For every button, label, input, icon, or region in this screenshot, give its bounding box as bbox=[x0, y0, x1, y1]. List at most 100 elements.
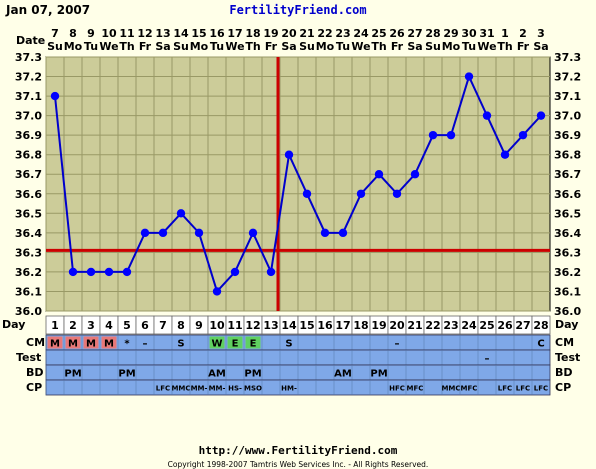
date-label: 29 bbox=[443, 27, 458, 40]
bd-value: AM bbox=[208, 369, 226, 380]
cycle-day-label: 26 bbox=[497, 319, 513, 332]
test-row-label: Test bbox=[16, 351, 41, 364]
cycle-day-label: 13 bbox=[263, 319, 278, 332]
weekday-label: Fr bbox=[265, 40, 278, 53]
date-label: 27 bbox=[407, 27, 422, 40]
cp-value: MFC bbox=[461, 385, 478, 393]
y-tick-label-right: 36.9 bbox=[554, 129, 581, 142]
temperature-point bbox=[518, 130, 528, 140]
cm-value: M bbox=[50, 339, 60, 350]
y-tick-label-right: 36.0 bbox=[554, 305, 581, 318]
weekday-label: We bbox=[351, 40, 370, 53]
date-label: 21 bbox=[299, 27, 314, 40]
weekday-label: Fr bbox=[391, 40, 404, 53]
temperature-point bbox=[284, 150, 294, 159]
cycle-day-label: 16 bbox=[317, 319, 333, 332]
y-tick-label: 36.0 bbox=[15, 305, 42, 318]
temperature-point bbox=[392, 189, 402, 198]
cm-value: M bbox=[86, 339, 96, 350]
cycle-day-label: 4 bbox=[105, 319, 113, 332]
cycle-day-label: 2 bbox=[69, 319, 77, 332]
weekday-label: Su bbox=[299, 40, 315, 53]
y-tick-label-right: 36.2 bbox=[554, 266, 581, 279]
cm-cell-highlight bbox=[209, 336, 225, 349]
temperature-point bbox=[302, 189, 312, 198]
y-tick-label-right: 36.6 bbox=[554, 188, 581, 201]
weekday-label: Tu bbox=[84, 40, 98, 53]
day-row-label: Day bbox=[2, 318, 25, 331]
cm-cell-highlight bbox=[47, 336, 63, 349]
y-tick-label: 37.0 bbox=[15, 110, 42, 123]
date-label: 31 bbox=[479, 27, 494, 40]
temperature-point bbox=[68, 267, 78, 277]
y-tick-label: 37.3 bbox=[15, 51, 42, 64]
temperature-point bbox=[320, 228, 330, 238]
cp-value: MSO bbox=[244, 385, 262, 393]
cm-value: E bbox=[250, 339, 257, 350]
weekday-label: Fr bbox=[517, 40, 530, 53]
cm-cell-highlight bbox=[101, 336, 117, 349]
date-label: 13 bbox=[155, 27, 170, 40]
y-tick-label: 36.6 bbox=[15, 188, 42, 201]
date-label: 17 bbox=[227, 27, 242, 40]
chart-marks bbox=[46, 57, 550, 311]
weekday-label: Mo bbox=[64, 40, 83, 53]
y-tick-label-right: 36.7 bbox=[554, 168, 581, 181]
y-tick-label: 36.9 bbox=[15, 129, 42, 142]
cp-value: MM- bbox=[191, 385, 208, 393]
cp-row-label: CP bbox=[26, 381, 42, 394]
y-tick-label-right: 36.8 bbox=[554, 149, 581, 162]
weekday-label: Mo bbox=[316, 40, 335, 53]
cycle-day-label: 12 bbox=[245, 319, 260, 332]
cycle-day-label: 3 bbox=[87, 319, 95, 332]
cp-value: HFC bbox=[389, 385, 405, 393]
cycle-day-label: 27 bbox=[515, 319, 530, 332]
cycle-day-label: 14 bbox=[281, 319, 297, 332]
temperature-point bbox=[374, 170, 384, 179]
date-label: 16 bbox=[209, 27, 225, 40]
weekday-label: Tu bbox=[462, 40, 476, 53]
date-label: 15 bbox=[191, 27, 206, 40]
temperature-point bbox=[176, 209, 186, 218]
cm-value: S bbox=[177, 339, 184, 350]
cp-value: LFC bbox=[516, 385, 530, 393]
weekday-label: Su bbox=[47, 40, 63, 53]
weekday-label: Th bbox=[497, 40, 512, 53]
cm-value: M bbox=[68, 339, 78, 350]
footer-url: http://www.FertilityFriend.com bbox=[199, 444, 398, 457]
weekday-label: Mo bbox=[442, 40, 461, 53]
cm-row-label-right: CM bbox=[555, 336, 574, 349]
date-label: 28 bbox=[425, 27, 440, 40]
weekday-label: Su bbox=[425, 40, 441, 53]
weekday-label: We bbox=[477, 40, 496, 53]
date-label: 25 bbox=[371, 27, 386, 40]
date-label: 23 bbox=[335, 27, 350, 40]
date-label: 30 bbox=[461, 27, 477, 40]
temperature-point bbox=[410, 170, 420, 179]
date-label: 18 bbox=[245, 27, 260, 40]
test-row-label-right: Test bbox=[555, 351, 580, 364]
bd-value: PM bbox=[370, 369, 387, 380]
cm-cell-highlight bbox=[83, 336, 99, 349]
date-label: 14 bbox=[173, 27, 189, 40]
temperature-point bbox=[338, 228, 348, 238]
cm-value: C bbox=[537, 339, 544, 350]
weekday-label: Sa bbox=[281, 40, 296, 53]
y-tick-label: 36.3 bbox=[15, 246, 42, 259]
cp-value: LFC bbox=[156, 385, 170, 393]
temperature-point bbox=[50, 91, 60, 101]
temperature-point bbox=[122, 267, 132, 277]
date-label: 11 bbox=[119, 27, 134, 40]
cycle-day-label: 5 bbox=[123, 319, 131, 332]
cm-value: S bbox=[285, 339, 292, 350]
weekday-label: Sa bbox=[533, 40, 548, 53]
bd-value: PM bbox=[118, 369, 135, 380]
cm-value: E bbox=[232, 339, 239, 350]
date-row-label: Date bbox=[16, 34, 45, 47]
temperature-point bbox=[356, 189, 366, 198]
cp-value: HM- bbox=[281, 385, 297, 393]
cycle-day-label: 6 bbox=[141, 319, 149, 332]
weekday-label: Th bbox=[245, 40, 260, 53]
date-label: 8 bbox=[69, 27, 77, 40]
